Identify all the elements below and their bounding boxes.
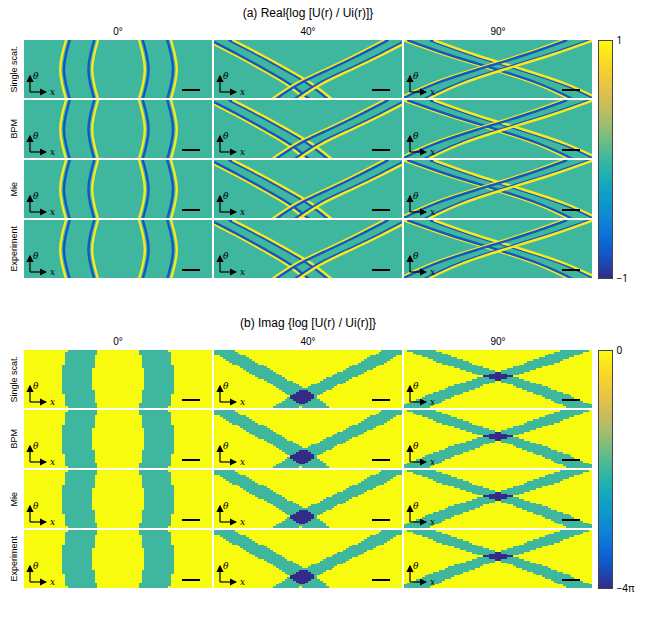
svg-text:θ: θ	[223, 441, 229, 451]
svg-text:θ: θ	[33, 191, 39, 201]
svg-text:θ: θ	[223, 251, 229, 261]
html-text:BPM: BPM	[9, 429, 19, 449]
svg-text:0: 0	[617, 344, 623, 357]
svg-text:θ: θ	[413, 191, 419, 201]
svg-text:x: x	[50, 397, 55, 407]
svg-text:θ: θ	[413, 131, 419, 141]
svg-text:x: x	[240, 517, 245, 527]
html-text:40°: 40°	[300, 26, 316, 37]
svg-text:θ: θ	[413, 501, 419, 511]
html-text:90°: 90°	[490, 336, 506, 347]
svg-text:x: x	[50, 517, 55, 527]
html-text:90°: 90°	[490, 26, 506, 37]
svg-text:x: x	[430, 267, 435, 277]
html-text:Experiment: Experiment	[9, 536, 19, 582]
svg-text:θ: θ	[223, 501, 229, 511]
html-text:Mie: Mie	[9, 491, 19, 507]
svg-text:θ: θ	[223, 131, 229, 141]
html-text:BPM: BPM	[9, 119, 19, 139]
svg-text:x: x	[430, 457, 435, 467]
svg-text:x: x	[50, 577, 55, 587]
svg-text:θ: θ	[33, 561, 39, 571]
html-text:0°: 0°	[113, 336, 123, 347]
svg-text:θ: θ	[413, 441, 419, 451]
svg-text:x: x	[430, 147, 435, 157]
svg-text:x: x	[240, 397, 245, 407]
html-text:Single scat.: Single scat.	[9, 45, 19, 93]
svg-text:θ: θ	[33, 251, 39, 261]
html-text:Experiment: Experiment	[9, 226, 19, 272]
svg-text:x: x	[50, 267, 55, 277]
svg-text:x: x	[240, 147, 245, 157]
svg-text:−4π: −4π	[617, 581, 635, 594]
svg-text:θ: θ	[413, 381, 419, 391]
svg-text:θ: θ	[223, 71, 229, 81]
svg-text:x: x	[430, 397, 435, 407]
html-text:0°: 0°	[113, 26, 123, 37]
svg-text:x: x	[240, 87, 245, 97]
svg-text:θ: θ	[223, 381, 229, 391]
svg-text:x: x	[430, 207, 435, 217]
svg-text:θ: θ	[413, 251, 419, 261]
svg-text:θ: θ	[413, 561, 419, 571]
svg-text:x: x	[240, 577, 245, 587]
svg-text:θ: θ	[223, 191, 229, 201]
svg-text:x: x	[50, 87, 55, 97]
svg-text:θ: θ	[33, 381, 39, 391]
svg-text:θ: θ	[223, 561, 229, 571]
html-text:Mie: Mie	[9, 181, 19, 197]
svg-text:x: x	[50, 457, 55, 467]
svg-text:θ: θ	[33, 131, 39, 141]
svg-text:x: x	[240, 267, 245, 277]
svg-text:x: x	[50, 147, 55, 157]
html-text:(b) Imag {log [U(r) / Ui(r)]}: (b) Imag {log [U(r) / Ui(r)]}	[240, 316, 376, 330]
svg-text:x: x	[240, 207, 245, 217]
html-text:40°: 40°	[300, 336, 316, 347]
svg-text:θ: θ	[413, 71, 419, 81]
svg-text:x: x	[430, 517, 435, 527]
svg-text:x: x	[50, 207, 55, 217]
svg-text:−1: −1	[617, 271, 628, 284]
svg-text:θ: θ	[33, 71, 39, 81]
svg-text:x: x	[430, 87, 435, 97]
svg-text:1: 1	[617, 34, 623, 47]
html-text:Single scat.: Single scat.	[9, 355, 19, 403]
svg-text:θ: θ	[33, 441, 39, 451]
svg-text:θ: θ	[33, 501, 39, 511]
svg-text:x: x	[430, 577, 435, 587]
html-text:(a) Real{log [U(r) / Ui(r)]}: (a) Real{log [U(r) / Ui(r)]}	[242, 6, 374, 20]
svg-text:x: x	[240, 457, 245, 467]
